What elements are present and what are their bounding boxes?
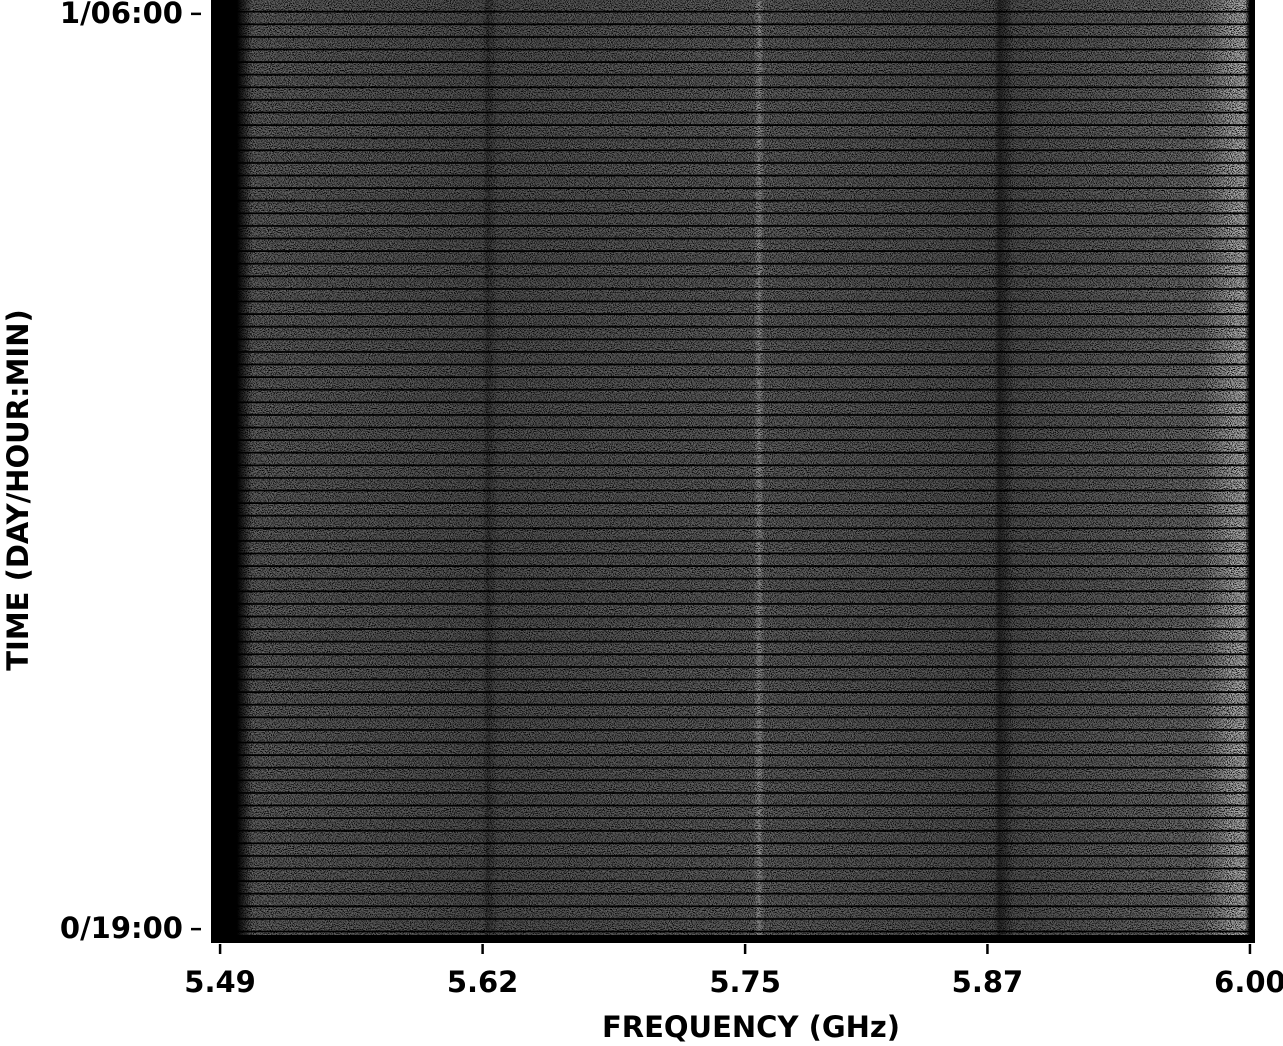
bottom-band [211, 935, 1255, 943]
scan-gaps [211, 0, 1255, 943]
x-tick-label: 5.49 [184, 965, 256, 999]
plot-area [211, 0, 1255, 943]
y-tick-label: 0/19:00 [60, 911, 183, 945]
x-tick-label: 6.00 [1214, 965, 1283, 999]
y-tick-label: 1/06:00 [60, 0, 183, 30]
x-tick-label: 5.62 [447, 965, 519, 999]
y-axis-title: TIME (DAY/HOUR:MIN) [1, 309, 35, 671]
x-axis-title: FREQUENCY (GHz) [602, 1010, 900, 1044]
x-tick-label: 5.75 [709, 965, 781, 999]
x-tick-label: 5.87 [952, 965, 1024, 999]
